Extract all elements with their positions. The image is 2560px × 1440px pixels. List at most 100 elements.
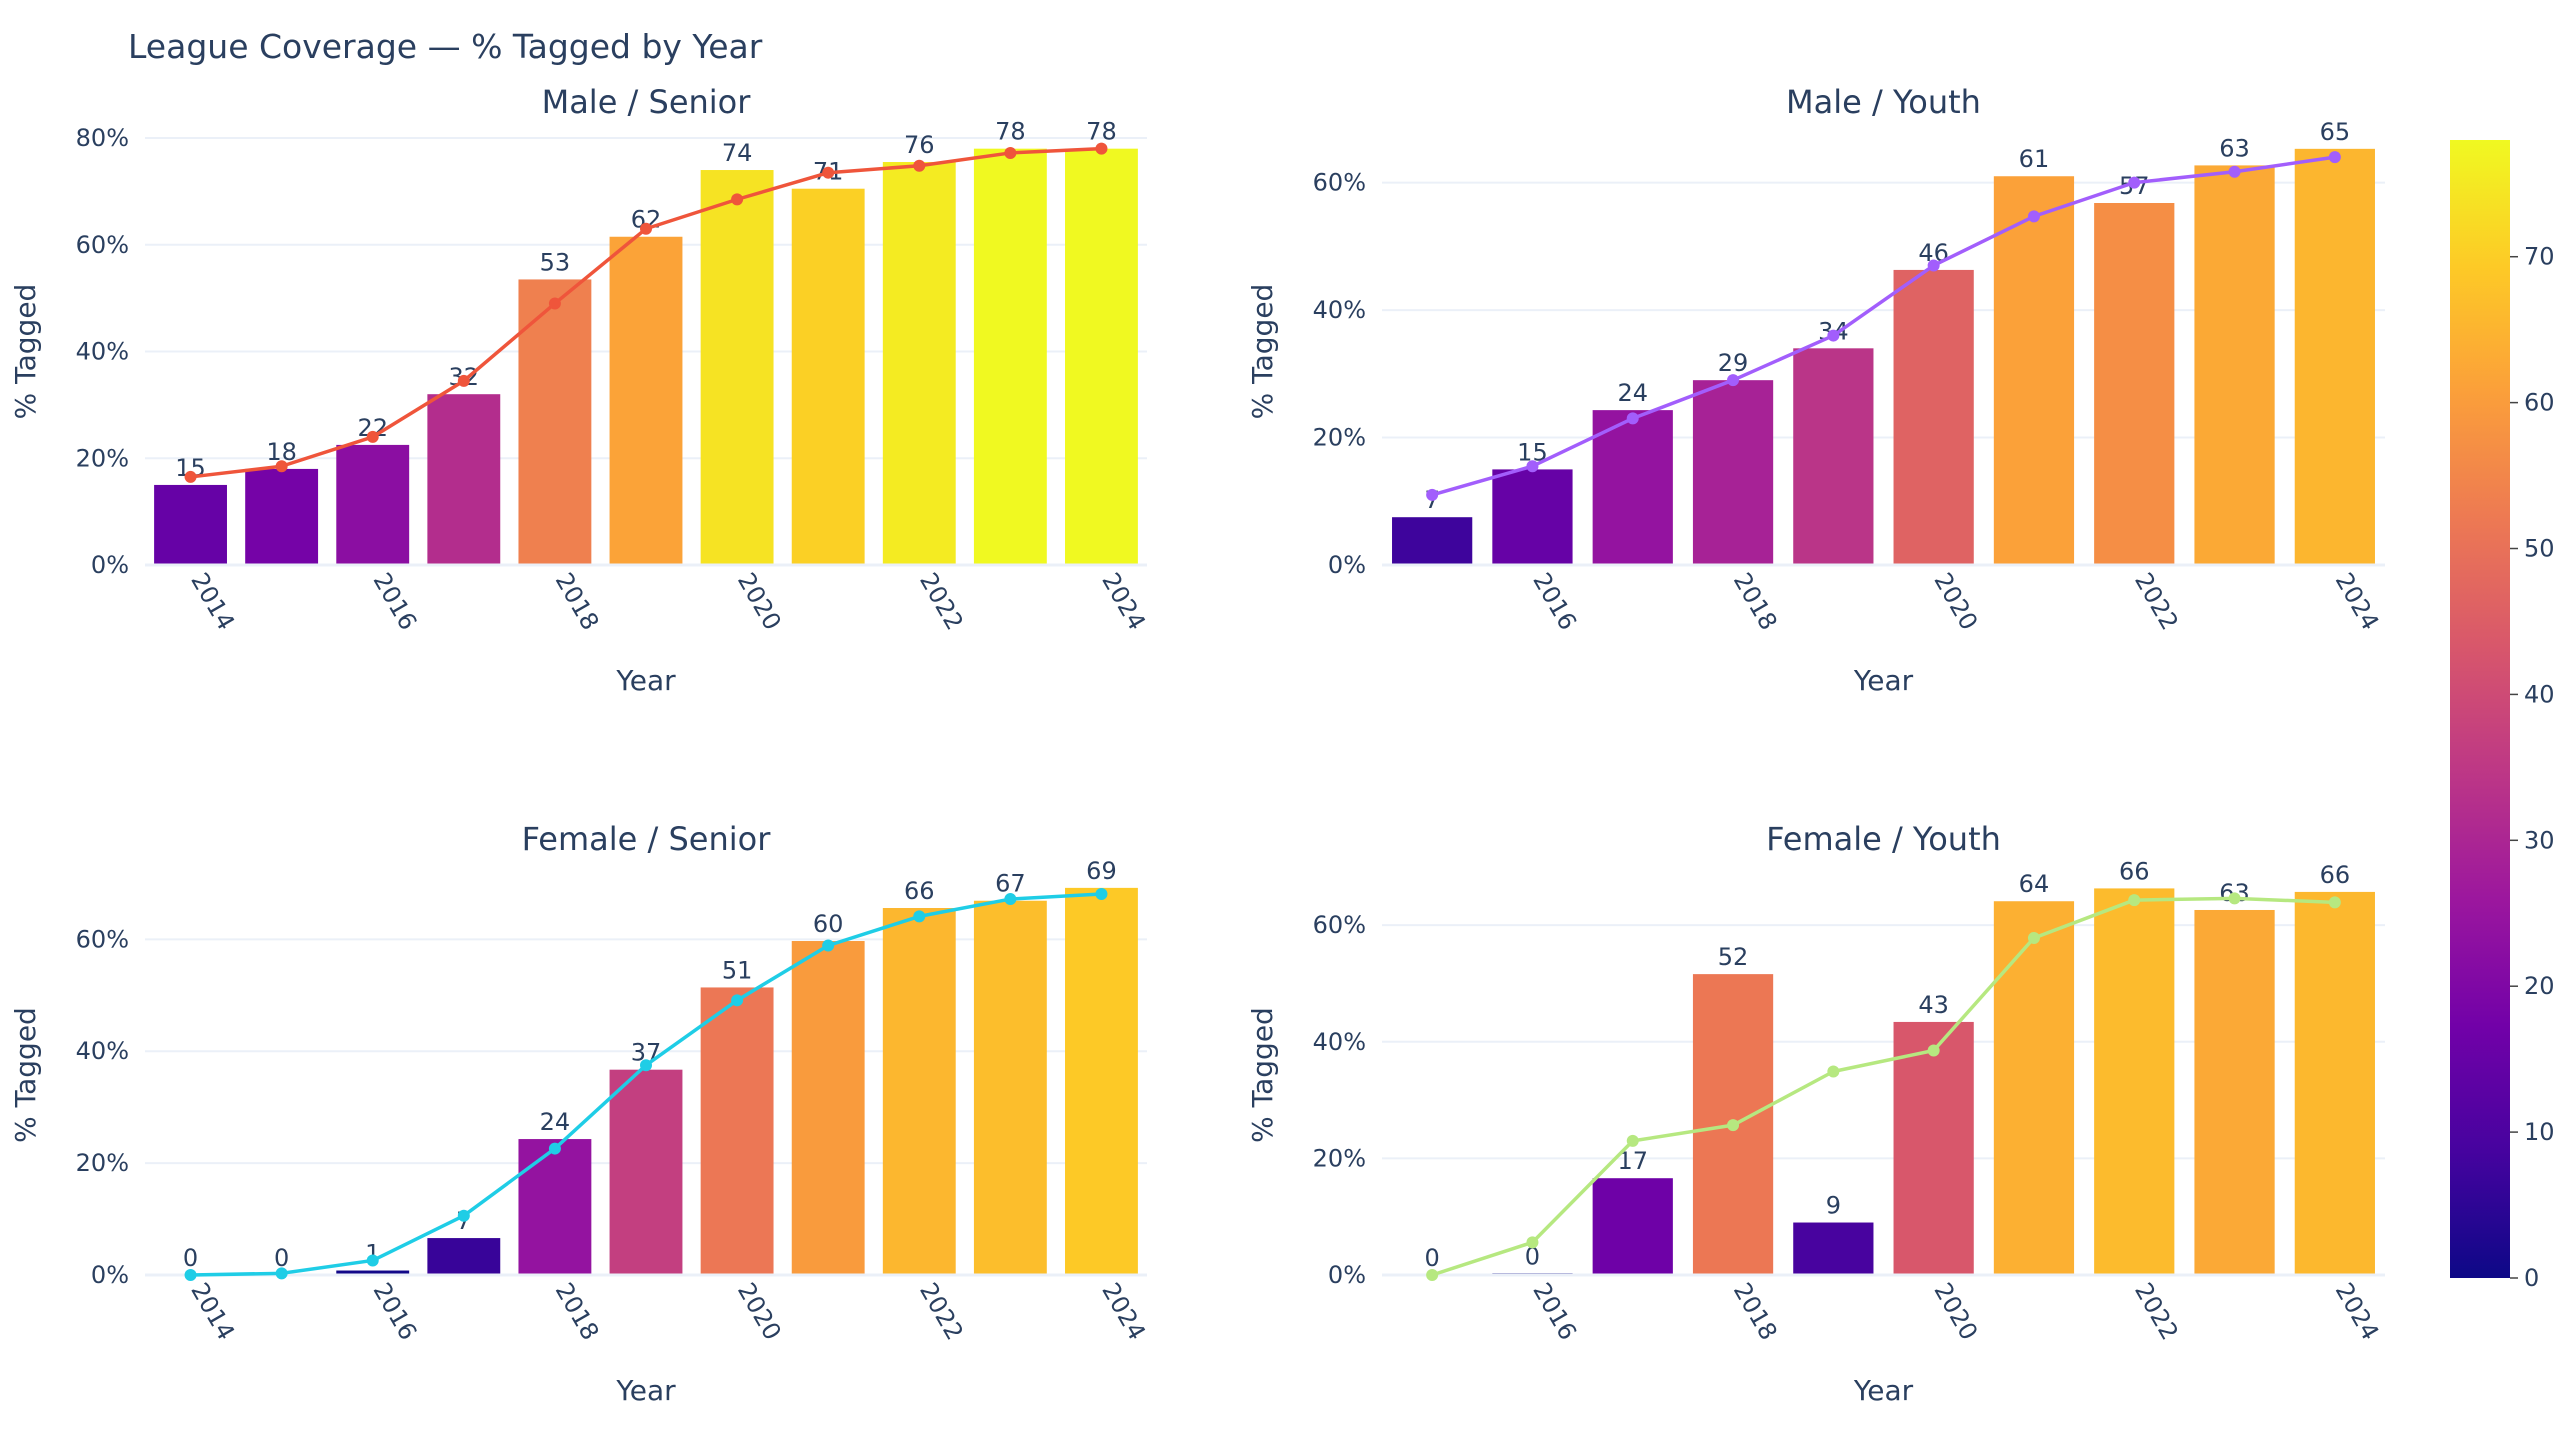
- x-tick-label: 2018: [550, 568, 605, 635]
- trend-marker: [731, 994, 744, 1007]
- trend-marker: [366, 1254, 379, 1267]
- y-tick-label: 0%: [91, 551, 129, 579]
- bar: [700, 170, 774, 565]
- bar-value-label: 64: [2019, 870, 2050, 898]
- y-tick-label: 20%: [76, 444, 129, 472]
- subplot-title: Male / Senior: [542, 83, 752, 121]
- trend-marker: [457, 374, 470, 387]
- trend-marker: [913, 159, 926, 172]
- bar-value-label: 69: [1086, 857, 1117, 885]
- bar: [245, 468, 319, 565]
- x-tick-label: 2022: [2129, 1278, 2184, 1345]
- trend-marker: [822, 166, 835, 179]
- bar: [1065, 887, 1138, 1275]
- trend-marker: [1095, 888, 1108, 901]
- colorbar-tick-label: 50: [2524, 535, 2555, 563]
- bar-value-label: 24: [1617, 379, 1648, 407]
- x-tick-label: 2022: [914, 1278, 969, 1345]
- trend-marker: [640, 222, 652, 235]
- x-tick-label: 2020: [732, 568, 787, 635]
- trend-marker: [2228, 892, 2241, 905]
- x-tick-label: 2020: [1928, 1278, 1983, 1345]
- subplot-title: Male / Youth: [1786, 83, 1981, 121]
- subplot-1: 15182232536274717678780%20%40%60%80%2014…: [9, 83, 1151, 697]
- trend-marker: [1004, 146, 1017, 159]
- subplot-title: Female / Senior: [522, 820, 772, 858]
- trend-marker: [1626, 412, 1639, 425]
- x-tick-label: 2016: [1527, 1278, 1582, 1345]
- bar-value-label: 63: [2219, 134, 2250, 162]
- trend-marker: [913, 910, 926, 923]
- bar: [2094, 203, 2175, 565]
- colorbar-tick-label: 30: [2524, 826, 2555, 854]
- bar-value-label: 78: [995, 118, 1026, 146]
- bar-value-label: 0: [274, 1244, 289, 1272]
- x-tick-label: 2020: [1928, 568, 1983, 635]
- bar-value-label: 74: [722, 139, 753, 167]
- colorbar-tick-label: 60: [2524, 389, 2555, 417]
- x-axis-title: Year: [1853, 1374, 1914, 1407]
- trend-marker: [1927, 1044, 1940, 1057]
- x-tick-label: 2018: [1728, 1278, 1783, 1345]
- trend-marker: [1626, 1134, 1639, 1147]
- trend-marker: [1827, 1065, 1840, 1078]
- y-axis-title: % Tagged: [9, 1007, 42, 1143]
- subplot-title: Female / Youth: [1766, 820, 2001, 858]
- bar: [1793, 348, 1874, 565]
- trend-marker: [1526, 1236, 1539, 1249]
- bar-value-label: 0: [1525, 1242, 1540, 1270]
- bar-value-label: 60: [813, 910, 844, 938]
- x-tick-label: 2024: [2330, 1278, 2385, 1345]
- trend-marker: [184, 470, 197, 483]
- y-tick-label: 60%: [76, 925, 129, 953]
- bar: [1692, 380, 1774, 565]
- trend-marker: [184, 1269, 197, 1281]
- y-tick-label: 60%: [76, 231, 129, 259]
- x-tick-label: 2014: [185, 1278, 240, 1345]
- trend-marker: [2128, 894, 2141, 907]
- y-tick-label: 20%: [76, 1149, 129, 1177]
- trend-marker: [2027, 210, 2040, 223]
- trend-marker: [457, 1209, 470, 1222]
- bar: [973, 148, 1047, 566]
- trend-marker: [640, 1059, 652, 1072]
- trend-marker: [2228, 165, 2241, 178]
- bar: [2194, 165, 2275, 565]
- bar: [609, 236, 683, 565]
- bar: [427, 394, 501, 565]
- bar: [1993, 901, 2075, 1275]
- x-tick-label: 2018: [1728, 568, 1783, 635]
- trend-marker: [1827, 329, 1840, 342]
- trend-marker: [1526, 460, 1539, 473]
- y-tick-label: 40%: [76, 1037, 129, 1065]
- bar-value-label: 78: [1086, 118, 1117, 146]
- bar: [1392, 517, 1473, 565]
- bar: [518, 1139, 592, 1275]
- colorbar-tick-label: 20: [2524, 972, 2555, 1000]
- colorbar-tick-label: 70: [2524, 243, 2555, 271]
- trend-marker: [731, 193, 744, 206]
- y-tick-label: 60%: [1313, 911, 1366, 939]
- y-tick-label: 0%: [1328, 1261, 1366, 1289]
- x-tick-label: 2016: [1527, 568, 1582, 635]
- bar-value-label: 24: [540, 1108, 571, 1136]
- bar: [154, 484, 227, 565]
- trend-marker: [275, 460, 288, 473]
- bar-value-label: 9: [1826, 1192, 1841, 1220]
- trend-line: [1431, 896, 2335, 1277]
- x-tick-label: 2024: [1096, 568, 1151, 635]
- bar: [336, 1270, 410, 1275]
- y-tick-label: 20%: [1313, 424, 1366, 452]
- bar: [700, 987, 774, 1275]
- bar: [1893, 1021, 1974, 1275]
- bar: [2194, 909, 2275, 1275]
- bar-value-label: 76: [904, 131, 935, 159]
- bar: [609, 1069, 683, 1275]
- trend-marker: [2128, 176, 2141, 189]
- x-tick-label: 2022: [914, 568, 969, 635]
- trend-marker: [1727, 374, 1740, 387]
- bar-value-label: 66: [2119, 857, 2150, 885]
- y-tick-label: 40%: [1313, 1028, 1366, 1056]
- y-tick-label: 60%: [1313, 169, 1366, 197]
